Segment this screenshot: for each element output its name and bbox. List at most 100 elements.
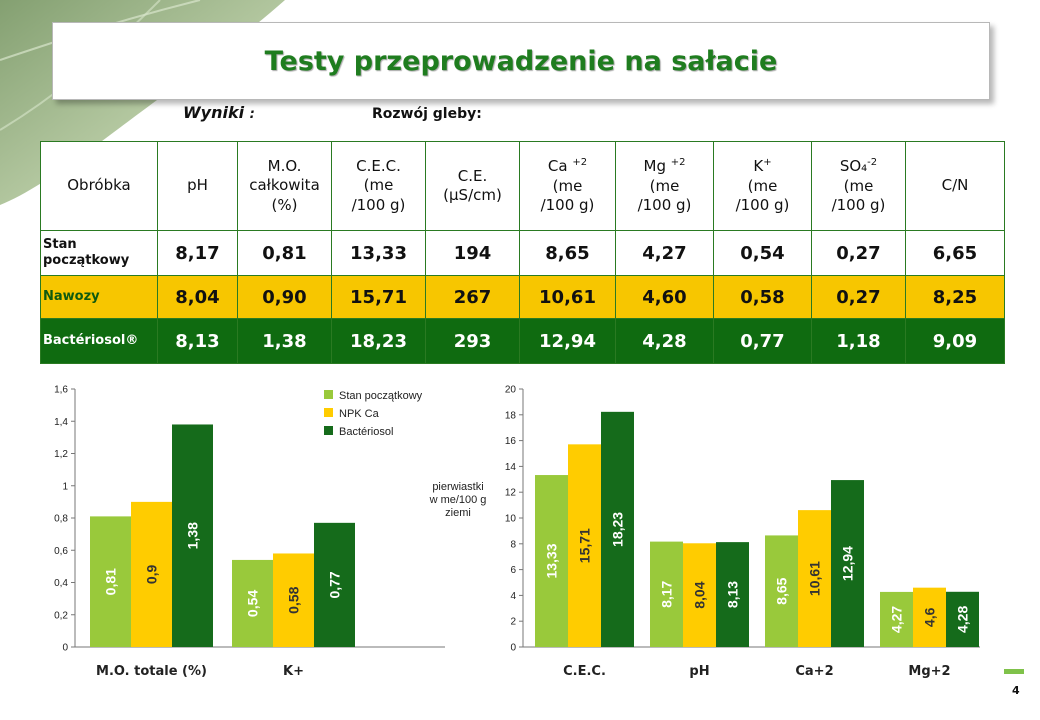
bar	[568, 444, 601, 647]
table-cell: 0,54	[713, 230, 812, 276]
soil-development-label: Rozwój gleby:	[372, 106, 482, 122]
page-title: Testy przeprowadzenie na sałacie	[264, 45, 778, 77]
table-cell: 1,38	[237, 318, 332, 364]
bar-value-label: 0,81	[103, 568, 119, 595]
bar-value-label: 8,17	[659, 580, 675, 607]
table-cell: 0,77	[713, 318, 812, 364]
y-tick-label: 18	[505, 410, 517, 421]
table-cell: 0,58	[713, 275, 812, 319]
y-tick-label: 0,6	[54, 546, 68, 557]
legend-entry: Stan początkowy	[339, 390, 423, 402]
bar	[172, 424, 213, 647]
results-label: Wyniki :	[183, 103, 255, 122]
table-cell: 4,27	[615, 230, 714, 276]
bar	[232, 559, 273, 647]
bar-value-label: 0,54	[245, 590, 261, 617]
page-number-bar	[1004, 669, 1024, 674]
row-label: Nawozy	[40, 275, 158, 319]
legend-swatch	[324, 390, 333, 399]
table-cell: 4,28	[615, 318, 714, 364]
category-label: Mg+2	[908, 664, 950, 679]
y-tick-label: 10	[505, 514, 517, 525]
bar-value-label: 8,65	[774, 577, 790, 604]
bar-value-label: 0,77	[327, 571, 343, 598]
bar	[90, 516, 131, 647]
legend-swatch	[324, 426, 333, 435]
bar	[913, 587, 946, 647]
y-tick-label: 6	[510, 565, 516, 576]
y-tick-label: 0,4	[54, 578, 68, 589]
y-tick-label: 0	[62, 643, 68, 654]
table-cell: 6,65	[905, 230, 1005, 276]
table-cell: 8,25	[905, 275, 1005, 319]
y-tick-label: 12	[505, 488, 517, 499]
y-tick-label: 1,6	[54, 385, 68, 396]
y-tick-label: 0,2	[54, 610, 68, 621]
table-cell: 8,04	[157, 275, 238, 319]
table-cell: 267	[425, 275, 520, 319]
table-cell: 8,13	[157, 318, 238, 364]
bar-value-label: 12,94	[840, 546, 856, 581]
table-cell: 8,65	[519, 230, 616, 276]
bar-value-label: 0,9	[144, 564, 160, 584]
bar	[831, 480, 864, 647]
category-label: M.O. totale (%)	[96, 664, 207, 679]
table-cell: 9,09	[905, 318, 1005, 364]
y-axis-label: pierwiastki	[432, 481, 483, 493]
y-tick-label: 8	[510, 539, 516, 550]
table-header-row: Obróbka pH M.O. całkowita (%) C.E.C. (me/10…	[40, 141, 1005, 231]
table-cell: 293	[425, 318, 520, 364]
table-cell: 8,17	[157, 230, 238, 276]
table-cell: 0,27	[811, 275, 906, 319]
results-label-colon: :	[249, 107, 255, 122]
bar	[716, 542, 749, 647]
header-ce: C.E. (µS/cm)	[425, 141, 520, 231]
page-number: 4	[1012, 684, 1020, 697]
bar	[601, 411, 634, 647]
bar-value-label: 4,27	[889, 606, 905, 633]
y-tick-label: 1,4	[54, 417, 68, 428]
table-row-fertilizers: Nawozy 8,04 0,90 15,71 267 10,61 4,60 0,…	[40, 275, 1005, 319]
header-mg: Mg +2 (me/100 g)	[615, 141, 714, 231]
results-label-text: Wyniki	[183, 103, 245, 122]
row-label: Bactériosol®	[40, 318, 158, 364]
legend-swatch	[324, 408, 333, 417]
bar-value-label: 18,23	[610, 512, 626, 547]
bar-value-label: 15,71	[577, 528, 593, 563]
bar-value-label: 1,38	[185, 522, 201, 549]
table-cell: 18,23	[331, 318, 426, 364]
y-tick-label: 1	[62, 481, 68, 492]
bar	[650, 541, 683, 647]
bar	[131, 501, 172, 647]
table-cell: 194	[425, 230, 520, 276]
y-tick-label: 0,8	[54, 514, 68, 525]
table-row-initial: Stan początkowy 8,17 0,81 13,33 194 8,65…	[40, 230, 1005, 276]
category-label: Ca+2	[795, 664, 833, 679]
bar	[765, 535, 798, 647]
category-label: pH	[689, 664, 709, 679]
y-tick-label: 20	[505, 385, 517, 396]
bar-value-label: 4,28	[955, 606, 971, 633]
category-label: K+	[283, 664, 304, 679]
bar	[273, 553, 314, 647]
header-cec: C.E.C. (me/100 g)	[331, 141, 426, 231]
legend-entry: NPK Ca	[339, 408, 380, 420]
bar	[798, 510, 831, 647]
bar	[683, 543, 716, 647]
results-table: Obróbka pH M.O. całkowita (%) C.E.C. (me/10…	[40, 141, 1005, 364]
header-cn: C/N	[905, 141, 1005, 231]
bar	[535, 475, 568, 647]
header-treatment: Obróbka	[40, 141, 158, 231]
y-axis-label: ziemi	[445, 507, 471, 519]
bar-value-label: 10,61	[807, 561, 823, 596]
chart-cec-ph-ca-mg: 0 2 4 6 8 10 12 14 16 18 20 13,33 15,71 18,23 C.E.C. 8,…	[429, 385, 980, 679]
table-cell: 1,18	[811, 318, 906, 364]
bar-value-label: 13,33	[544, 543, 560, 578]
table-cell: 13,33	[331, 230, 426, 276]
row-label: Stan początkowy	[40, 230, 158, 276]
chart-mo-k: 00,20,40,60,811,21,41,60,81 0,91,38M.O. t…	[54, 385, 445, 679]
table-cell: 15,71	[331, 275, 426, 319]
table-row-bacteriosol: Bactériosol® 8,13 1,38 18,23 293 12,94 4…	[40, 318, 1005, 364]
y-tick-label: 2	[510, 617, 516, 628]
bar-value-label: 4,6	[922, 607, 938, 627]
